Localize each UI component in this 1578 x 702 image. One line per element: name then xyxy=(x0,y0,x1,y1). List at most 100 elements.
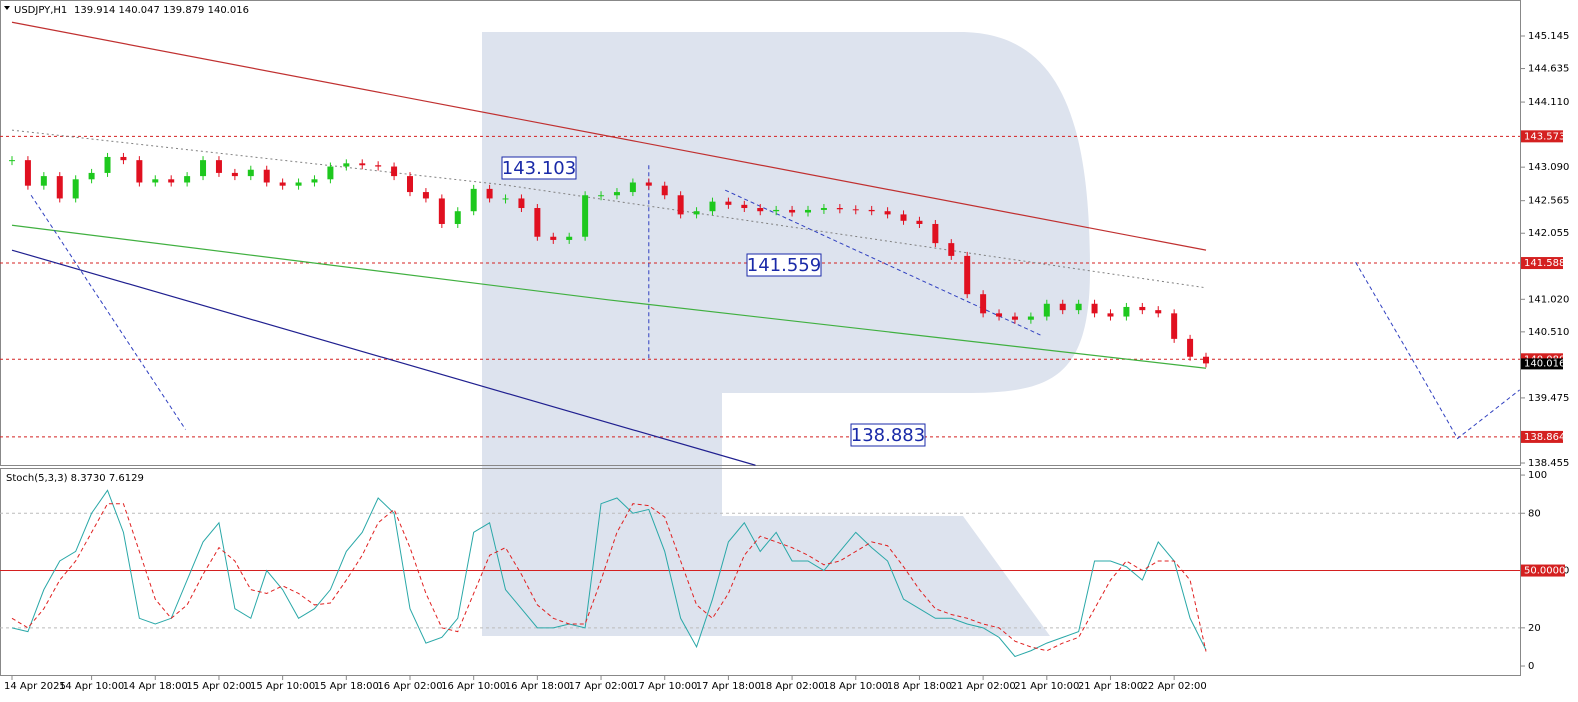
stoch-line xyxy=(11,489,1207,658)
candle-body xyxy=(375,165,382,167)
overlay-line xyxy=(11,129,1207,289)
candle-body xyxy=(757,208,764,212)
candle-body xyxy=(391,166,398,177)
y-tick-label: 139.475 xyxy=(1528,393,1569,404)
y-tick-label: 141.020 xyxy=(1528,294,1569,305)
y-tick-label: 20 xyxy=(1528,623,1541,634)
y-tick-label: 0 xyxy=(1528,661,1534,672)
candle-body xyxy=(1107,313,1114,317)
level-label-bg xyxy=(1521,564,1565,577)
candle-body xyxy=(598,195,605,197)
annotation: 141.559 xyxy=(747,255,821,276)
candle-body xyxy=(805,209,811,213)
current-price-bg xyxy=(1521,358,1563,370)
candle-body xyxy=(152,179,159,183)
candle-body xyxy=(1139,306,1146,311)
level-label-bg xyxy=(1521,430,1563,443)
y-tick-label: 140.510 xyxy=(1528,327,1569,338)
menu-arrow[interactable] xyxy=(4,6,10,10)
stoch-line xyxy=(11,503,1207,652)
candle-body xyxy=(582,195,589,237)
candle-body xyxy=(868,209,875,212)
candle-body xyxy=(136,160,143,183)
y-tick-label: 80 xyxy=(1528,508,1541,519)
x-tick-label: 21 Apr 18:00 xyxy=(1078,681,1143,692)
candle-body xyxy=(900,214,907,221)
candle-body xyxy=(1155,310,1162,314)
x-tick-label: 17 Apr 10:00 xyxy=(632,681,697,692)
candle-body xyxy=(916,220,923,224)
annotation-box xyxy=(746,253,822,277)
candle-body xyxy=(470,188,477,212)
stoch-title: Stoch(5,3,3) 8.3730 7.6129 xyxy=(6,473,144,484)
candle-body xyxy=(836,208,843,210)
candle-body xyxy=(327,166,334,180)
x-tick-label: 14 Apr 18:00 xyxy=(123,681,188,692)
x-tick-label: 15 Apr 10:00 xyxy=(250,681,315,692)
candle-body xyxy=(948,243,955,256)
candle-body xyxy=(40,176,47,186)
candle-body xyxy=(1091,303,1098,314)
x-tick-label: 15 Apr 18:00 xyxy=(314,681,379,692)
y-tick-label: 142.055 xyxy=(1528,228,1569,239)
candle-body xyxy=(741,204,748,209)
candle-body xyxy=(996,313,1003,317)
annotation: 138.883 xyxy=(851,425,925,446)
x-tick-label: 14 Apr 2025 xyxy=(4,681,66,692)
overlay-line xyxy=(11,21,1207,251)
candle-body xyxy=(502,198,509,200)
candle-body xyxy=(1203,356,1209,364)
candle-body xyxy=(884,211,891,215)
level-label: 138.864 xyxy=(1524,432,1565,443)
candle-body xyxy=(295,182,302,186)
candle-body xyxy=(980,294,987,314)
candle-body xyxy=(550,236,557,240)
candle-body xyxy=(629,182,636,193)
level-label: 50.0000 xyxy=(1524,566,1565,577)
candle-body xyxy=(1075,303,1082,311)
candle-body xyxy=(1027,316,1034,320)
candle-body xyxy=(645,182,652,186)
candle-body xyxy=(24,160,31,186)
candle-body xyxy=(566,236,573,240)
candle-body xyxy=(789,209,796,213)
x-tick-label: 17 Apr 02:00 xyxy=(568,681,633,692)
x-tick-label: 21 Apr 02:00 xyxy=(951,681,1016,692)
candle-body xyxy=(72,179,79,199)
x-tick-label: 15 Apr 02:00 xyxy=(186,681,251,692)
overlay-line xyxy=(11,224,1207,369)
y-tick-label: 144.635 xyxy=(1528,64,1569,75)
x-tick-label: 22 Apr 02:00 xyxy=(1142,681,1207,692)
candle-body xyxy=(725,201,732,205)
level-label: 143.573 xyxy=(1524,131,1565,142)
candle-body xyxy=(964,255,971,295)
candle-body xyxy=(1059,303,1066,311)
candle-body xyxy=(168,179,175,183)
candle-body xyxy=(279,182,286,186)
symbol: USDJPY,H1 xyxy=(14,5,67,16)
x-tick-label: 16 Apr 10:00 xyxy=(441,681,506,692)
candle-body xyxy=(1043,303,1050,317)
candle-body xyxy=(613,192,620,196)
annotation-box xyxy=(501,156,577,180)
y-tick-label: 100 xyxy=(1528,470,1547,481)
candle-body xyxy=(359,163,366,166)
candle-body xyxy=(1187,338,1194,357)
candle-body xyxy=(120,156,127,161)
candle-body xyxy=(1011,316,1018,320)
candle-body xyxy=(88,172,95,180)
x-tick-label: 18 Apr 02:00 xyxy=(759,681,824,692)
candle-body xyxy=(709,201,716,212)
candle-body xyxy=(231,172,238,177)
candle-body xyxy=(534,208,541,237)
level-label-bg xyxy=(1521,257,1563,270)
candle-body xyxy=(215,160,222,173)
candle-body xyxy=(773,209,780,212)
overlay-line xyxy=(1355,262,1520,440)
annotation: 143.103 xyxy=(502,158,576,179)
overlay-line xyxy=(11,249,756,466)
candle-body xyxy=(661,185,668,196)
candle-body xyxy=(343,163,350,167)
